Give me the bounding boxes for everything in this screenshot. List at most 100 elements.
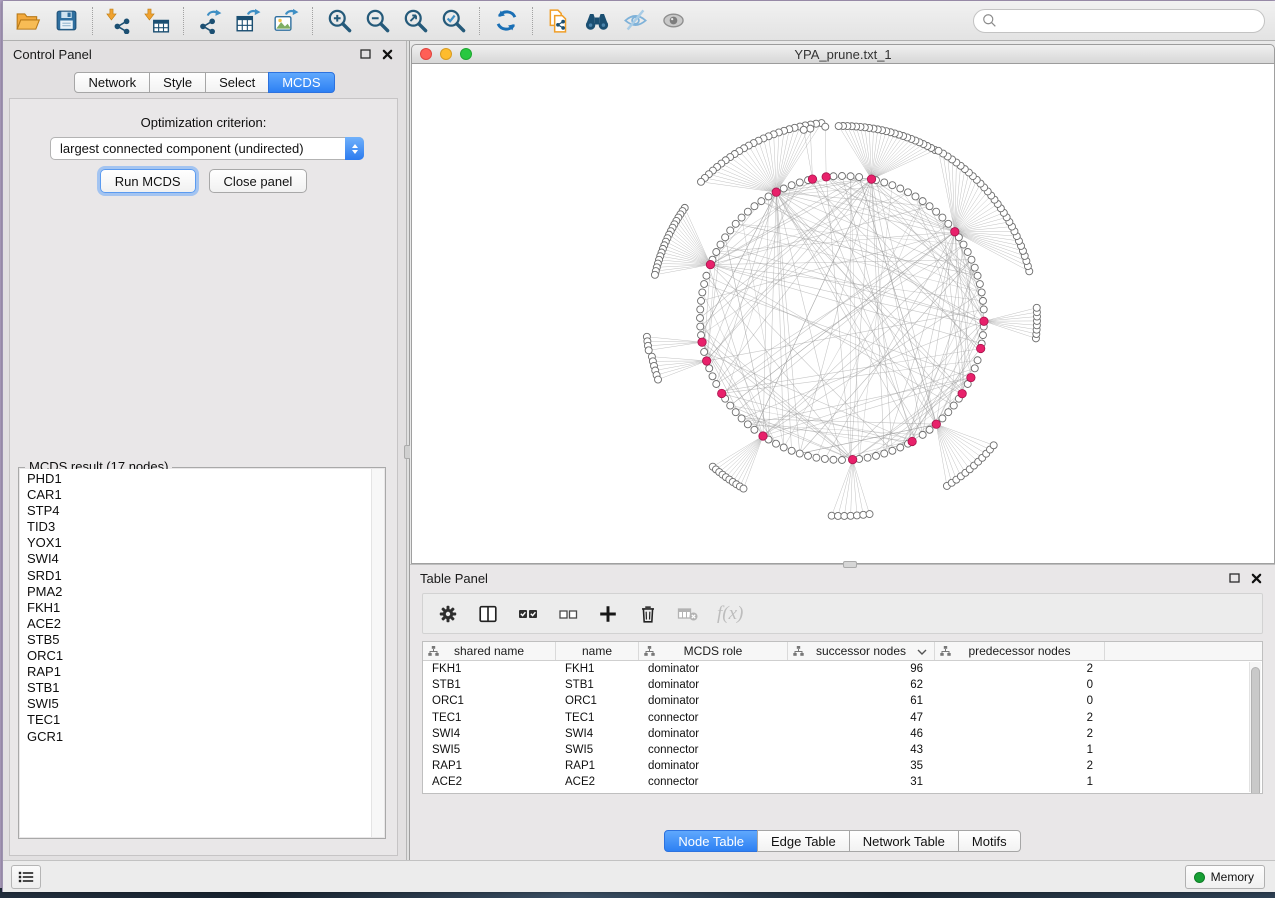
copy-network-icon[interactable] [542,5,576,37]
close-panel-icon[interactable] [378,46,396,62]
select-all-icon[interactable] [513,599,543,629]
delete-column-icon[interactable] [633,599,663,629]
tab-edge-table[interactable]: Edge Table [756,830,850,852]
tab-motifs[interactable]: Motifs [957,830,1021,852]
float-table-panel-icon[interactable] [1225,570,1243,586]
result-node-item[interactable]: PHD1 [27,471,62,486]
task-history-button[interactable] [11,865,41,889]
export-network-icon[interactable] [193,5,227,37]
table-row[interactable]: TEC1 TEC1 connector 47 2 [423,710,1262,726]
table-scrollbar-thumb[interactable] [1251,667,1260,793]
result-node-item[interactable]: STP4 [27,503,60,519]
result-node-item[interactable]: ACE2 [27,615,61,631]
network-window-titlebar[interactable]: YPA_prune.txt_1 [411,44,1275,64]
result-node-item[interactable]: TID3 [27,519,56,535]
unselect-all-icon[interactable] [553,599,583,629]
zoom-in-icon[interactable] [322,5,356,37]
horizontal-splitter-handle[interactable] [842,561,857,568]
tab-style[interactable]: Style [149,71,207,93]
mcds-result-list[interactable]: PHD1 CAR1 STP4 TID3 YOX1 SWI4 SRD1 PMA2 FKH1 ACE2… [20,469,384,837]
column-header-successor-nodes[interactable]: successor nodes [788,642,935,660]
table-row[interactable]: SWI5 SWI5 connector 43 1 [423,742,1262,758]
toolbar-separator [183,6,184,35]
search-binoculars-icon[interactable] [580,5,614,37]
result-node-item[interactable]: GCR1 [27,728,64,744]
function-builder-icon[interactable]: f(x) [717,602,744,624]
network-graph[interactable] [412,64,1275,563]
import-network-icon[interactable] [102,5,136,37]
column-header-shared-name[interactable]: shared name [423,642,556,660]
close-panel-button[interactable]: Close panel [208,169,308,193]
desktop-background [0,888,1275,898]
cell-name: RAP1 [565,760,596,773]
close-table-panel-icon[interactable] [1247,570,1265,586]
hide-selected-icon[interactable] [618,5,652,37]
cell-shared-name: RAP1 [432,760,463,773]
memory-button[interactable]: Memory [1184,865,1265,889]
destroy-column-icon[interactable] [673,599,703,629]
main-toolbar [3,1,1275,41]
cell-name: YOX1 [556,791,639,794]
zoom-fit-icon[interactable] [398,5,432,37]
maximize-window-icon[interactable] [460,48,472,60]
table-row[interactable]: YOX1YOX1connector291 [423,791,1262,794]
open-folder-icon[interactable] [11,5,45,37]
column-header-mcds-role[interactable]: MCDS role [639,642,788,660]
table-row[interactable]: ORC1 ORC1 dominator 61 0 [423,693,1262,709]
result-node-item[interactable]: ORC1 [27,648,64,664]
result-node-item[interactable]: SWI4 [27,551,59,567]
table-row[interactable]: RAP1 RAP1 dominator 35 2 [423,758,1262,774]
tab-node-table[interactable]: Node Table [664,830,758,852]
table-row[interactable]: SWI4 SWI4 dominator 46 2 [423,726,1262,742]
minimize-window-icon[interactable] [440,48,452,60]
result-node-item[interactable]: SWI5 [27,696,59,712]
tab-select[interactable]: Select [205,71,270,93]
column-header-name[interactable]: name [556,642,639,660]
result-node-item[interactable]: FKH1 [27,599,61,615]
table-row[interactable]: ACE2 ACE2 connector 31 1 [423,774,1262,790]
node-table[interactable]: shared name name MCDS role successor nodes p… [422,641,1263,794]
result-node-item[interactable]: PMA2 [27,583,63,599]
cell-shared-name: FKH1 [432,663,462,675]
result-node-item[interactable]: STB1 [27,680,60,696]
search-input[interactable] [1002,13,1256,28]
column-layout-icon[interactable] [473,599,503,629]
cell-successor-nodes: 47 [910,711,923,724]
export-image-icon[interactable] [269,5,303,37]
result-node-item[interactable]: TEC1 [27,712,61,728]
cell-mcds-role: connector [648,776,699,789]
add-column-icon[interactable] [593,599,623,629]
result-node-item[interactable]: RAP1 [27,664,61,680]
result-node-item[interactable]: STB5 [27,631,60,647]
import-table-icon[interactable] [140,5,174,37]
show-selected-icon[interactable] [656,5,690,37]
column-header-predecessor-nodes[interactable]: predecessor nodes [935,642,1105,660]
optimization-criterion-dropdown[interactable]: largest connected component (undirected) [50,137,364,160]
network-search-box[interactable] [973,8,1265,33]
save-icon[interactable] [49,5,83,37]
result-node-item[interactable]: CAR1 [27,487,62,503]
table-row[interactable]: STB1 STB1 dominator 62 0 [423,677,1262,693]
float-panel-icon[interactable] [356,46,374,62]
network-canvas[interactable] [411,64,1275,564]
search-icon [983,14,996,27]
gear-icon[interactable] [433,599,463,629]
run-mcds-button[interactable]: Run MCDS [99,169,196,193]
result-list-scrollbar[interactable] [371,469,384,837]
result-node-item[interactable]: SRD1 [27,567,62,583]
cell-shared-name: ORC1 [432,695,464,708]
cell-name: SWI4 [565,727,594,740]
table-scrollbar[interactable] [1249,662,1261,793]
toolbar-separator [92,6,93,35]
zoom-out-icon[interactable] [360,5,394,37]
export-table-icon[interactable] [231,5,265,37]
table-row[interactable]: FKH1 FKH1 dominator 96 2 [423,661,1262,677]
zoom-selected-icon[interactable] [436,5,470,37]
close-window-icon[interactable] [420,48,432,60]
tab-mcds[interactable]: MCDS [268,71,335,93]
tab-network-table[interactable]: Network Table [848,830,959,852]
tab-network[interactable]: Network [74,71,151,93]
result-node-item[interactable]: YOX1 [27,535,62,551]
refresh-icon[interactable] [489,5,523,37]
